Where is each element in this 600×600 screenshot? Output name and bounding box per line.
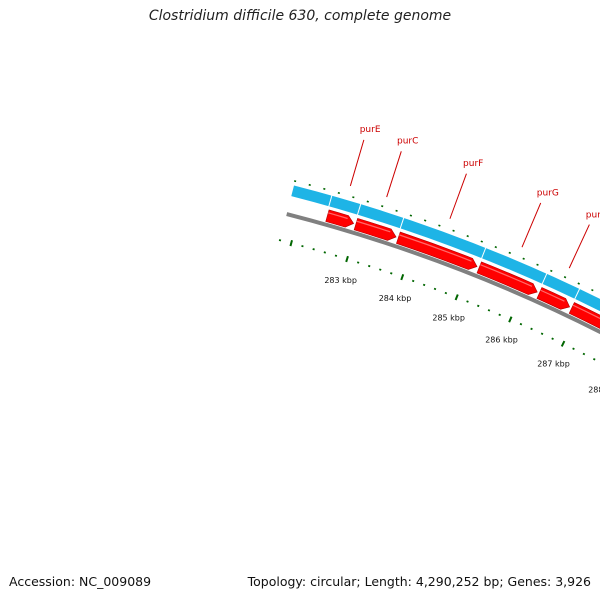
outer-tick — [395, 209, 398, 212]
outer-tick — [438, 224, 441, 227]
gene-label-purF: purF — [463, 159, 483, 169]
gene-arrow-highlight — [572, 304, 600, 320]
kbp-label-285: 285 kbp — [432, 314, 465, 323]
inner-tick — [551, 337, 554, 340]
inner-tick — [582, 352, 586, 356]
accession-text: Accession: NC_009089 — [9, 574, 152, 589]
inner-tick — [444, 291, 448, 295]
kbp-label-284: 284 kbp — [379, 294, 412, 303]
inner-tick — [498, 313, 501, 317]
leader-line-purG — [521, 202, 542, 248]
gene-arrow-highlight — [480, 264, 533, 287]
gene-arrow-purH — [568, 302, 600, 329]
kbp-label-288: 288 kbp — [588, 385, 600, 394]
leader-line-purE — [349, 139, 365, 187]
inner-tick — [519, 322, 523, 326]
kbp-label-286: 286 kbp — [485, 336, 518, 345]
leader-line-purF — [449, 173, 467, 219]
inner-tick — [433, 287, 437, 291]
outer-tick — [452, 229, 455, 232]
inner-tick — [454, 294, 459, 301]
inner-tick — [390, 272, 393, 275]
outer-tick — [409, 214, 413, 217]
inner-tick — [356, 261, 360, 264]
inner-tick — [540, 332, 544, 336]
outer-tick — [577, 282, 580, 285]
inner-tick — [466, 300, 469, 303]
cds-boundary — [328, 195, 333, 207]
outer-tick — [536, 263, 539, 266]
outer-tick — [508, 251, 511, 255]
cds-boundary — [541, 273, 548, 285]
outer-tick — [550, 269, 553, 273]
inner-tick — [592, 357, 596, 361]
gene-label-purE: purE — [360, 125, 381, 135]
outer-tick — [522, 257, 525, 260]
leader-line-purC — [386, 151, 402, 198]
inner-tick — [572, 347, 575, 351]
outer-tick — [591, 288, 594, 292]
gene-label-purC: purC — [397, 137, 418, 147]
outer-tick — [466, 234, 469, 238]
backbone-track — [286, 212, 600, 335]
cds-boundary — [399, 217, 405, 229]
inner-tick — [422, 283, 426, 287]
inner-tick — [289, 240, 293, 247]
inner-tick — [400, 273, 405, 281]
gene-arrow-highlight — [328, 212, 348, 220]
inner-tick — [345, 255, 349, 263]
genome-summary-text: Topology: circular; Length: 4,290,252 bp… — [247, 574, 591, 589]
gene-arrow-highlight — [356, 220, 391, 233]
inner-tick — [530, 327, 533, 331]
outer-tick — [423, 219, 427, 222]
kbp-label-283: 283 kbp — [324, 276, 357, 285]
leader-line-purN — [568, 224, 590, 269]
gene-arrow-purN — [536, 287, 571, 310]
gene-label-purG: purG — [537, 189, 559, 199]
cds-boundary — [356, 203, 362, 216]
kbp-label-287: 287 kbp — [537, 360, 570, 369]
gene-arrow-highlight — [399, 234, 472, 262]
outer-tick — [494, 246, 498, 249]
inner-tick — [334, 254, 338, 257]
gene-arrow-highlight — [540, 289, 565, 302]
gene-arrow-purG — [476, 261, 538, 295]
inner-tick — [411, 279, 415, 283]
gene-label-purN: purN — [586, 210, 600, 220]
inner-tick — [367, 264, 371, 268]
outer-tick — [480, 240, 483, 243]
outer-tick — [563, 276, 567, 279]
cds-boundary — [574, 288, 581, 300]
inner-tick — [487, 309, 491, 312]
inner-tick — [560, 340, 566, 347]
inner-tick — [379, 268, 382, 271]
map-title: Clostridium difficile 630, complete geno… — [148, 8, 452, 24]
cds-boundary — [480, 247, 487, 259]
inner-tick — [508, 316, 513, 323]
inner-tick — [476, 304, 480, 308]
cds-track — [291, 185, 600, 312]
